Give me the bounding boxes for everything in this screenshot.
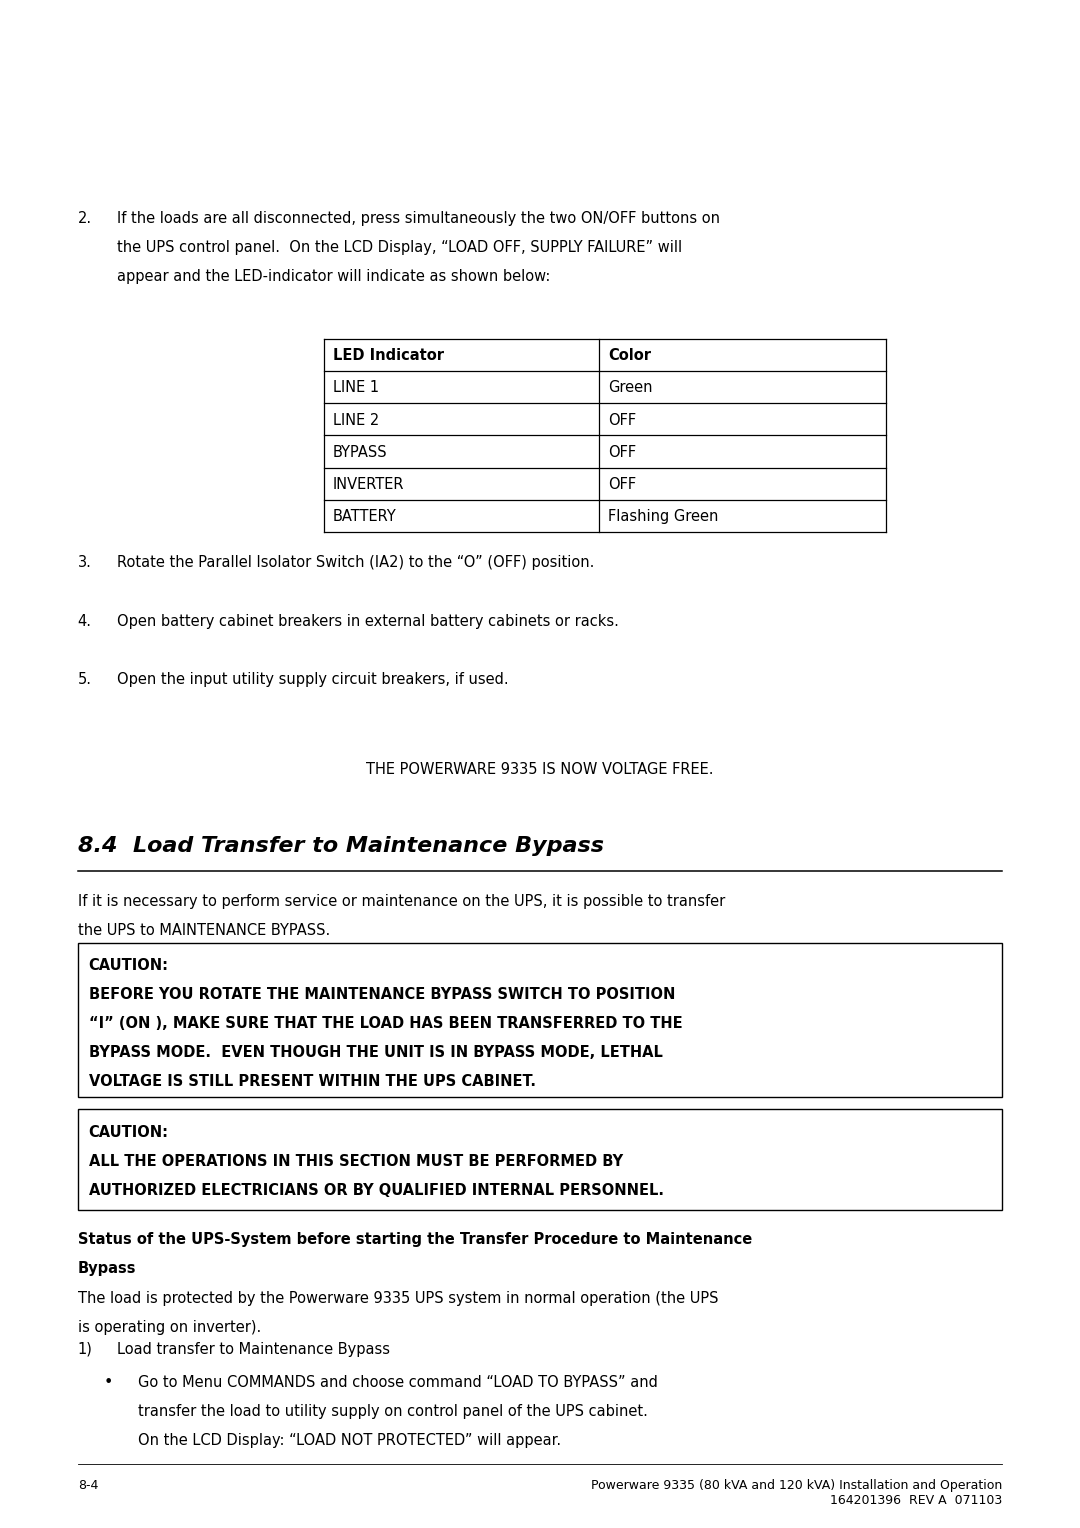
Text: 5.: 5.	[78, 672, 92, 688]
Bar	[78, 943, 1002, 1097]
Text: BYPASS MODE.  EVEN THOUGH THE UNIT IS IN BYPASS MODE, LETHAL: BYPASS MODE. EVEN THOUGH THE UNIT IS IN …	[89, 1045, 662, 1060]
Text: Powerware 9335 (80 kVA and 120 kVA) Installation and Operation
164201396  REV A : Powerware 9335 (80 kVA and 120 kVA) Inst…	[591, 1479, 1002, 1507]
Text: The load is protected by the Powerware 9335 UPS system in normal operation (the : The load is protected by the Powerware 9…	[78, 1291, 718, 1306]
Text: CAUTION:: CAUTION:	[89, 1125, 168, 1140]
Text: transfer the load to utility supply on control panel of the UPS cabinet.: transfer the load to utility supply on c…	[138, 1404, 648, 1420]
Text: “I” (ON ), MAKE SURE THAT THE LOAD HAS BEEN TRANSFERRED TO THE: “I” (ON ), MAKE SURE THAT THE LOAD HAS B…	[89, 1016, 683, 1031]
Text: ALL THE OPERATIONS IN THIS SECTION MUST BE PERFORMED BY: ALL THE OPERATIONS IN THIS SECTION MUST …	[89, 1154, 623, 1169]
Text: Bypass: Bypass	[78, 1261, 136, 1276]
Text: 3.: 3.	[78, 555, 92, 570]
Bar	[78, 1109, 1002, 1210]
Text: 8.4  Load Transfer to Maintenance Bypass: 8.4 Load Transfer to Maintenance Bypass	[78, 836, 604, 856]
Text: On the LCD Display: “LOAD NOT PROTECTED” will appear.: On the LCD Display: “LOAD NOT PROTECTED”…	[138, 1433, 562, 1449]
Text: OFF: OFF	[608, 477, 636, 492]
Text: VOLTAGE IS STILL PRESENT WITHIN THE UPS CABINET.: VOLTAGE IS STILL PRESENT WITHIN THE UPS …	[89, 1074, 536, 1089]
Text: BEFORE YOU ROTATE THE MAINTENANCE BYPASS SWITCH TO POSITION: BEFORE YOU ROTATE THE MAINTENANCE BYPASS…	[89, 987, 675, 1002]
Text: 4.: 4.	[78, 614, 92, 630]
Text: Green: Green	[608, 380, 652, 396]
Text: Open the input utility supply circuit breakers, if used.: Open the input utility supply circuit br…	[117, 672, 509, 688]
Text: Rotate the Parallel Isolator Switch (IA2) to the “O” (OFF) position.: Rotate the Parallel Isolator Switch (IA2…	[117, 555, 594, 570]
Text: OFF: OFF	[608, 413, 636, 428]
Text: Status of the UPS-System before starting the Transfer Procedure to Maintenance: Status of the UPS-System before starting…	[78, 1232, 752, 1247]
Text: LINE 1: LINE 1	[333, 380, 379, 396]
Text: INVERTER: INVERTER	[333, 477, 404, 492]
Text: appear and the LED-indicator will indicate as shown below:: appear and the LED-indicator will indica…	[117, 269, 550, 284]
Text: Open battery cabinet breakers in external battery cabinets or racks.: Open battery cabinet breakers in externa…	[117, 614, 619, 630]
Text: •: •	[104, 1375, 113, 1390]
Text: CAUTION:: CAUTION:	[89, 958, 168, 973]
Text: 2.: 2.	[78, 211, 92, 226]
Text: AUTHORIZED ELECTRICIANS OR BY QUALIFIED INTERNAL PERSONNEL.: AUTHORIZED ELECTRICIANS OR BY QUALIFIED …	[89, 1183, 663, 1198]
Text: BATTERY: BATTERY	[333, 509, 396, 524]
Text: LINE 2: LINE 2	[333, 413, 379, 428]
Text: THE POWERWARE 9335 IS NOW VOLTAGE FREE.: THE POWERWARE 9335 IS NOW VOLTAGE FREE.	[366, 762, 714, 778]
Text: 1): 1)	[78, 1342, 93, 1357]
Text: Color: Color	[608, 348, 651, 364]
Text: 8-4: 8-4	[78, 1479, 98, 1493]
Text: the UPS to MAINTENANCE BYPASS.: the UPS to MAINTENANCE BYPASS.	[78, 923, 330, 938]
Text: If it is necessary to perform service or maintenance on the UPS, it is possible : If it is necessary to perform service or…	[78, 894, 725, 909]
Text: Load transfer to Maintenance Bypass: Load transfer to Maintenance Bypass	[117, 1342, 390, 1357]
Text: the UPS control panel.  On the LCD Display, “LOAD OFF, SUPPLY FAILURE” will: the UPS control panel. On the LCD Displa…	[117, 240, 681, 255]
Text: If the loads are all disconnected, press simultaneously the two ON/OFF buttons o: If the loads are all disconnected, press…	[117, 211, 719, 226]
Text: is operating on inverter).: is operating on inverter).	[78, 1320, 261, 1335]
Text: LED Indicator: LED Indicator	[333, 348, 444, 364]
Text: BYPASS: BYPASS	[333, 445, 388, 460]
Text: Go to Menu COMMANDS and choose command “LOAD TO BYPASS” and: Go to Menu COMMANDS and choose command “…	[138, 1375, 658, 1390]
Text: Flashing Green: Flashing Green	[608, 509, 718, 524]
Text: OFF: OFF	[608, 445, 636, 460]
